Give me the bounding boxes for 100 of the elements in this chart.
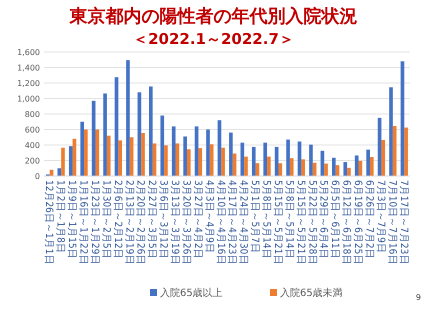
bar — [160, 116, 164, 176]
x-tick-label: 5月8日～5月14日 — [260, 180, 272, 259]
x-tick-label: 4月3日～4月9日 — [203, 180, 214, 253]
x-tick-label: 1月2日～1月8日 — [54, 180, 66, 253]
legend-label: 入院65歳未満 — [280, 287, 343, 299]
bar — [106, 136, 111, 176]
y-tick-label: 1,200 — [17, 79, 40, 88]
x-tick-label: 6月5日～6月11日 — [329, 180, 340, 259]
x-tick-label: 5月8日～5月14日 — [283, 180, 294, 259]
x-tick-label: 1月16日～1月22日 — [78, 180, 89, 264]
x-tick-label: 7月17日～7月23日 — [398, 180, 409, 264]
bar — [232, 154, 236, 176]
bar — [114, 77, 118, 176]
bar — [332, 158, 336, 176]
x-tick-label: 5月15日～5月21日 — [272, 180, 283, 264]
x-tick-label: 1月30日～2月5日 — [100, 180, 112, 259]
x-tick-label: 3月13日～3月19日 — [169, 180, 180, 264]
x-tick-label: 2月27日～3月5日 — [146, 180, 158, 259]
bar — [244, 156, 248, 176]
bar — [92, 100, 96, 176]
bar — [198, 148, 202, 176]
bar — [392, 126, 397, 176]
x-tick-label: 3月20日～3月26日 — [180, 180, 192, 264]
bar — [286, 140, 290, 176]
bar — [210, 144, 214, 176]
bar — [218, 120, 222, 176]
bar — [72, 138, 76, 176]
bar — [256, 163, 260, 176]
bar — [229, 132, 233, 176]
bar — [378, 118, 382, 176]
bar — [61, 148, 65, 176]
bar — [389, 87, 393, 176]
x-tick-label: 5月15日～5月21日 — [294, 180, 306, 264]
x-tick-label: 2月13日～2月19日 — [123, 180, 134, 264]
bar — [381, 140, 386, 176]
bar — [343, 162, 348, 176]
bar — [320, 150, 324, 176]
x-tick-label: 5月22日～5月28日 — [306, 180, 318, 264]
bar — [164, 145, 168, 176]
bar — [221, 148, 225, 176]
x-tick-label: 7月3日～7月9日 — [374, 180, 386, 253]
bar — [138, 92, 142, 176]
x-tick-label: 7月10日～7月16日 — [386, 180, 398, 264]
bar — [80, 122, 84, 176]
bar — [50, 170, 54, 176]
bar — [267, 156, 271, 176]
legend-label: 入院65歳以上 — [160, 287, 223, 299]
bar — [400, 61, 404, 176]
bar — [206, 130, 210, 176]
x-tick-label: 5月29日～6月4日 — [318, 180, 329, 259]
y-tick-label: 600 — [24, 126, 40, 134]
bar — [152, 143, 156, 176]
x-tick-label: 1月9日～1月15日 — [66, 180, 78, 259]
bar — [141, 132, 145, 176]
bar — [84, 130, 88, 176]
bar — [290, 158, 294, 176]
bar — [148, 86, 153, 176]
x-tick-label: 6月26日～7月2日 — [363, 180, 374, 259]
y-tick-label: 1,400 — [17, 64, 40, 72]
x-tick-label: 6月12日～6月18日 — [340, 180, 352, 264]
bar — [240, 142, 244, 176]
bar — [130, 137, 134, 176]
bar — [358, 160, 362, 176]
x-tick-label: 4月17日～4月23日 — [226, 180, 238, 264]
bar — [324, 164, 328, 176]
x-tick-label: 3月27日～4月2日 — [192, 180, 203, 259]
x-tick-label: 1月23日～1月29日 — [88, 180, 100, 264]
bar — [95, 130, 100, 176]
x-tick-label: 5月1日～5月7日 — [249, 180, 260, 253]
bar — [312, 162, 316, 176]
bar — [404, 128, 408, 176]
chart-subtitle: ＜2022.1～2022.7＞ — [133, 30, 294, 48]
bar — [252, 146, 256, 176]
bar — [309, 144, 313, 176]
x-tick-label: 4月24日～4月30日 — [238, 180, 249, 264]
y-tick-label: 400 — [24, 141, 40, 150]
bar — [183, 136, 187, 176]
x-tick-label: 6月19日～6月25日 — [352, 180, 364, 264]
bar — [126, 60, 130, 176]
bar — [172, 126, 176, 176]
bar — [103, 93, 107, 176]
x-tick-label: 3月6日～3月12日 — [158, 180, 169, 259]
bar — [263, 142, 268, 176]
y-tick-label: 800 — [24, 110, 40, 119]
text: 9 — [416, 293, 421, 302]
bar — [194, 126, 198, 176]
bar — [274, 146, 278, 176]
bar — [176, 143, 180, 176]
y-tick-label: 1,600 — [17, 48, 40, 57]
x-tick-label: 4月10日～4月16日 — [214, 180, 226, 264]
bar — [354, 155, 359, 176]
y-tick-label: 1,000 — [17, 94, 40, 104]
bar — [370, 157, 374, 176]
x-tick-label: 2月20日～2月26日 — [134, 180, 146, 264]
bar — [118, 140, 122, 176]
y-tick-label: 0 — [34, 172, 40, 181]
chart-title: 東京都内の陽性者の年代別入院状況 — [68, 6, 358, 27]
bar — [366, 150, 370, 176]
x-tick-label: 2月6日～2月12日 — [112, 180, 123, 259]
bar — [68, 146, 73, 176]
